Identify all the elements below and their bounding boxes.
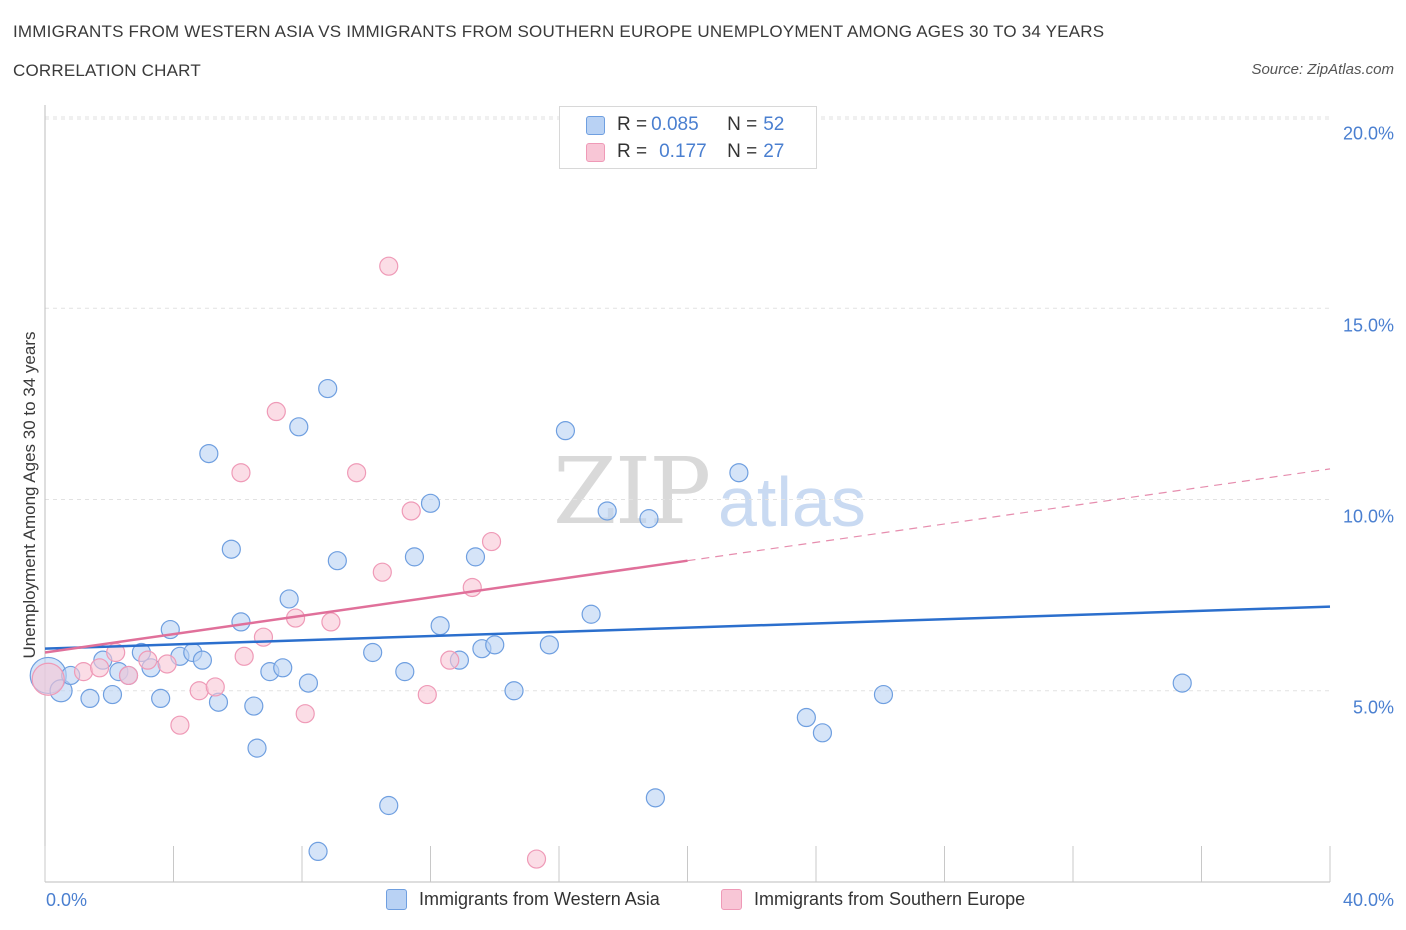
y-tick-label-10: 10.0% — [1342, 506, 1394, 527]
chart-title: IMMIGRANTS FROM WESTERN ASIA VS IMMIGRAN… — [13, 22, 1105, 41]
point-western-asia — [279, 589, 299, 609]
point-southern-europe — [90, 658, 110, 678]
point-western-asia — [318, 378, 338, 399]
trendline-southern-europe — [44, 559, 688, 654]
legend-r-label: R = — [617, 141, 648, 162]
legend-swatch-pink — [721, 889, 742, 910]
point-southern-europe — [170, 715, 190, 735]
point-southern-europe — [526, 849, 547, 869]
series-legend-western-asia: Immigrants from Western Asia — [386, 889, 660, 910]
trendline-southern-europe-extension — [687, 468, 1331, 562]
point-western-asia — [430, 616, 450, 636]
x-tick-label-min: 0.0% — [46, 890, 88, 910]
point-western-asia — [363, 642, 383, 663]
point-southern-europe — [253, 627, 274, 647]
point-western-asia — [273, 658, 293, 678]
point-western-asia — [812, 723, 833, 743]
point-western-asia — [555, 421, 576, 441]
series-legend-southern-europe: Immigrants from Southern Europe — [721, 889, 1025, 910]
point-western-asia — [298, 673, 319, 693]
point-southern-europe — [372, 562, 392, 582]
legend-row-western-asia: R = 0.085 N = 52 — [586, 113, 784, 137]
point-southern-europe — [321, 612, 341, 632]
point-western-asia — [327, 551, 347, 571]
point-western-asia — [873, 684, 894, 705]
point-southern-europe — [266, 401, 286, 422]
point-southern-europe — [31, 662, 65, 696]
point-southern-europe — [379, 256, 399, 276]
point-southern-europe — [157, 654, 177, 674]
point-western-asia — [151, 688, 171, 709]
point-western-asia — [102, 684, 123, 705]
point-western-asia — [244, 696, 264, 716]
point-western-asia — [420, 493, 441, 513]
legend-n-label: N = — [727, 114, 758, 135]
point-western-asia — [485, 635, 505, 655]
point-southern-europe — [440, 650, 460, 670]
legend-n-value: 52 — [763, 114, 785, 135]
legend-r-label: R = — [617, 114, 648, 135]
chart-source: Source: ZipAtlas.com — [1251, 61, 1394, 78]
point-southern-europe — [73, 662, 94, 682]
point-western-asia — [504, 681, 524, 701]
legend-r-value: 0.085 — [651, 114, 699, 135]
point-southern-europe — [347, 463, 367, 483]
legend-swatch-blue — [586, 115, 605, 135]
legend-r-value: 0.177 — [659, 141, 707, 162]
point-western-asia — [639, 509, 659, 529]
point-western-asia — [379, 795, 399, 816]
legend-swatch-blue — [386, 889, 407, 910]
trendline-western-asia — [44, 605, 1331, 650]
point-southern-europe — [481, 531, 502, 552]
correlation-legend: R = 0.085 N = 52 R = 0.177 N = 27 — [559, 106, 817, 169]
point-western-asia — [1172, 673, 1192, 693]
point-western-asia — [645, 788, 665, 808]
chart-subtitle: CORRELATION CHART — [13, 61, 201, 80]
point-western-asia — [796, 707, 816, 728]
point-western-asia — [581, 604, 601, 624]
point-western-asia — [289, 417, 309, 437]
point-southern-europe — [205, 677, 225, 697]
y-tick-label-20: 20.0% — [1342, 123, 1394, 144]
point-western-asia — [597, 501, 617, 521]
legend-n-value: 27 — [763, 141, 785, 162]
point-western-asia — [247, 738, 267, 758]
legend-row-southern-europe: R = 0.177 N = 27 — [586, 140, 784, 164]
point-western-asia — [199, 444, 219, 464]
point-western-asia — [729, 463, 749, 483]
point-southern-europe — [118, 665, 139, 686]
legend-label-southern-europe: Immigrants from Southern Europe — [754, 889, 1026, 909]
point-western-asia — [192, 650, 213, 670]
point-western-asia — [539, 635, 559, 655]
point-western-asia — [231, 612, 251, 632]
x-tick-label-max: 40.0% — [1342, 890, 1394, 910]
point-southern-europe — [401, 501, 421, 521]
y-tick-label-5: 5.0% — [1352, 697, 1394, 718]
point-western-asia — [221, 539, 241, 559]
point-western-asia — [395, 662, 415, 682]
point-southern-europe — [138, 650, 158, 670]
point-western-asia — [80, 688, 100, 709]
point-southern-europe — [462, 577, 482, 598]
legend-swatch-pink — [586, 142, 605, 162]
watermark-zip: ZIP — [553, 438, 711, 545]
legend-n-label: N = — [727, 141, 758, 162]
point-western-asia — [308, 841, 328, 862]
point-southern-europe — [231, 463, 251, 483]
point-southern-europe — [189, 681, 209, 701]
point-southern-europe — [234, 646, 254, 666]
legend-label-western-asia: Immigrants from Western Asia — [419, 889, 660, 909]
point-western-asia — [404, 547, 425, 567]
y-tick-label-15: 15.0% — [1342, 315, 1394, 336]
point-southern-europe — [417, 684, 437, 705]
point-western-asia — [465, 547, 486, 567]
point-southern-europe — [295, 704, 315, 724]
